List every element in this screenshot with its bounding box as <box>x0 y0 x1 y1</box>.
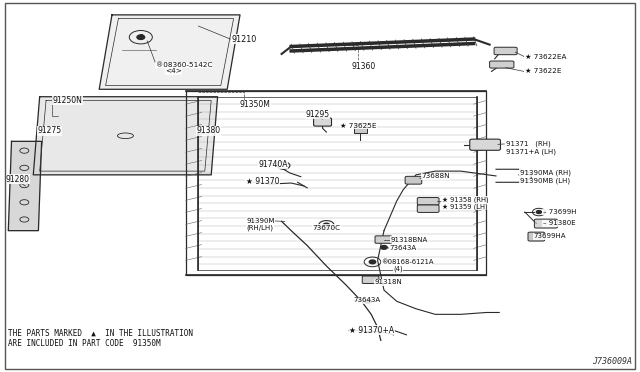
Text: 91360: 91360 <box>352 62 376 71</box>
Text: 91371+A (LH): 91371+A (LH) <box>506 148 556 155</box>
Text: 91390M: 91390M <box>246 218 275 224</box>
Text: S: S <box>138 34 143 40</box>
Text: 91350M: 91350M <box>240 100 271 109</box>
Text: 91210: 91210 <box>232 35 257 44</box>
FancyBboxPatch shape <box>494 47 517 55</box>
Polygon shape <box>33 97 218 175</box>
Text: 91380: 91380 <box>196 126 221 135</box>
FancyBboxPatch shape <box>362 276 379 283</box>
Text: 91250N: 91250N <box>52 96 83 105</box>
Text: ★ 73622E: ★ 73622E <box>525 68 561 74</box>
Text: 91295: 91295 <box>306 110 330 119</box>
Text: – 91380E: – 91380E <box>543 220 575 226</box>
Circle shape <box>381 246 387 249</box>
Text: 91275: 91275 <box>37 126 61 135</box>
Text: (4): (4) <box>393 265 403 272</box>
Text: ★ 73625E: ★ 73625E <box>340 123 377 129</box>
FancyBboxPatch shape <box>314 118 332 126</box>
Text: 73670C: 73670C <box>312 225 340 231</box>
FancyBboxPatch shape <box>375 236 392 243</box>
Text: ★ 73622EA: ★ 73622EA <box>525 54 566 60</box>
Circle shape <box>137 35 145 39</box>
Text: ★ 91358 (RH): ★ 91358 (RH) <box>442 196 488 203</box>
Text: 91318BNA: 91318BNA <box>390 237 428 243</box>
FancyBboxPatch shape <box>528 232 545 241</box>
Text: 91371   (RH): 91371 (RH) <box>506 140 550 147</box>
Text: 73688N: 73688N <box>421 173 450 179</box>
Text: 73643A: 73643A <box>389 246 416 251</box>
Text: ★ 91359 (LH): ★ 91359 (LH) <box>442 203 487 210</box>
Text: 73643A: 73643A <box>353 297 380 303</box>
Text: ®08360-5142C: ®08360-5142C <box>156 62 212 68</box>
FancyBboxPatch shape <box>470 139 500 150</box>
Text: 91280: 91280 <box>5 175 29 184</box>
FancyBboxPatch shape <box>534 219 557 228</box>
Text: J736009A: J736009A <box>593 357 632 366</box>
FancyBboxPatch shape <box>490 61 514 68</box>
FancyBboxPatch shape <box>417 198 439 205</box>
Text: THE PARTS MARKED  ▲  IN THE ILLUSTRATION
ARE INCLUDED IN PART CODE  91350M: THE PARTS MARKED ▲ IN THE ILLUSTRATION A… <box>8 328 193 348</box>
Polygon shape <box>99 15 240 89</box>
Text: 73699HA: 73699HA <box>533 233 566 239</box>
Text: 91318N: 91318N <box>374 279 402 285</box>
Text: – 73699H: – 73699H <box>543 209 576 215</box>
Text: 91390MA (RH): 91390MA (RH) <box>520 170 571 176</box>
Text: 91390MB (LH): 91390MB (LH) <box>520 178 570 185</box>
FancyBboxPatch shape <box>405 176 422 184</box>
FancyBboxPatch shape <box>417 205 439 212</box>
Circle shape <box>369 260 376 264</box>
Text: 91740A: 91740A <box>259 160 288 169</box>
Text: (RH/LH): (RH/LH) <box>246 224 273 231</box>
Circle shape <box>365 299 371 303</box>
Circle shape <box>536 211 541 214</box>
Text: ★ 91370: ★ 91370 <box>246 177 279 186</box>
Polygon shape <box>8 141 42 231</box>
Text: ®08168-6121A: ®08168-6121A <box>381 259 434 265</box>
Circle shape <box>323 223 330 227</box>
Text: ★ 91370+A: ★ 91370+A <box>349 326 395 335</box>
FancyBboxPatch shape <box>354 123 367 133</box>
Text: <4>: <4> <box>165 68 182 74</box>
